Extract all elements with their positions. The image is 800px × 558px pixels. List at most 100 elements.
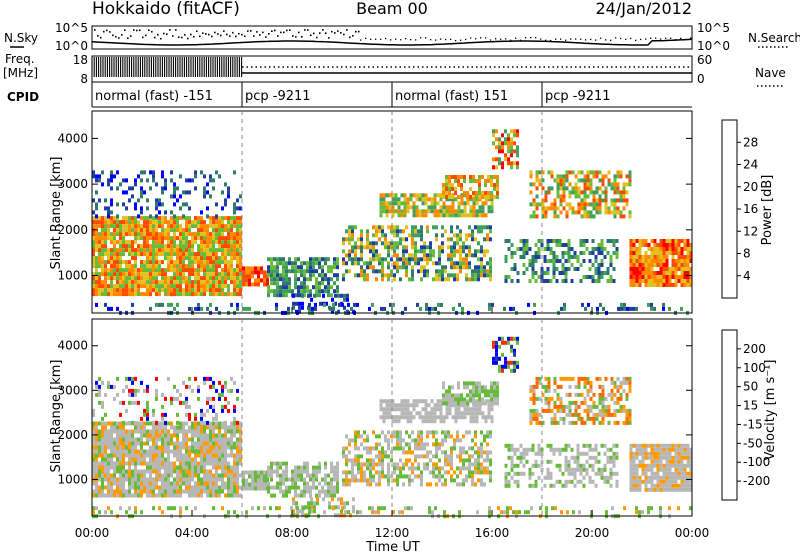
echo-cell <box>209 284 212 289</box>
echo-cell <box>397 419 401 424</box>
echo-cell <box>342 249 345 254</box>
echo-cell <box>613 412 617 417</box>
echo-cell <box>194 457 197 462</box>
echo-cell <box>227 429 230 434</box>
echo-cell <box>409 197 413 202</box>
echo-cell <box>601 416 605 421</box>
echo-cell <box>429 482 432 487</box>
echo-cell <box>598 194 602 199</box>
echo-cell <box>516 161 519 166</box>
echo-cell <box>671 239 675 243</box>
echo-cell <box>565 412 569 417</box>
echo-cell <box>662 283 666 287</box>
echo-cell <box>437 302 440 307</box>
echo-cell <box>406 205 410 210</box>
echo-cell <box>218 232 221 237</box>
echo-cell <box>541 170 545 175</box>
echo-cell <box>445 195 448 199</box>
echo-cell <box>321 485 324 490</box>
echo-cell <box>436 201 440 206</box>
echo-cell <box>532 396 536 401</box>
echo-cell <box>430 415 434 420</box>
echo-cell <box>574 392 578 397</box>
echo-cell <box>206 449 209 454</box>
echo-cell <box>567 267 571 271</box>
echo-cell <box>122 445 125 450</box>
echo-cell <box>212 178 215 183</box>
echo-cell <box>167 449 170 454</box>
echo-cell <box>179 228 182 233</box>
echo-cell <box>179 465 182 470</box>
echo-cell <box>227 260 230 265</box>
echo-cell <box>218 437 221 442</box>
echo-cell <box>119 268 122 273</box>
echo-cell <box>242 470 245 475</box>
echo-cell <box>686 275 690 279</box>
echo-cell <box>236 288 239 293</box>
echo-cell <box>107 252 110 257</box>
echo-cell <box>273 289 276 294</box>
echo-cell <box>406 407 410 412</box>
echo-cell <box>490 183 493 187</box>
echo-cell <box>379 403 383 408</box>
echo-cell <box>537 239 541 243</box>
echo-cell <box>122 400 125 405</box>
echo-cell <box>471 253 474 258</box>
echo-cell <box>128 477 131 482</box>
echo-cell <box>668 243 672 247</box>
echo-cell <box>125 264 128 269</box>
echo-cell <box>134 453 137 458</box>
echo-cell <box>110 449 113 454</box>
echo-cell <box>546 247 550 251</box>
echo-cell <box>167 268 170 273</box>
echo-cell <box>333 265 336 270</box>
echo-cell <box>342 261 345 266</box>
echo-cell <box>307 513 310 518</box>
echo-cell <box>635 275 639 279</box>
echo-cell <box>671 283 675 287</box>
echo-cell <box>233 224 236 229</box>
echo-cell <box>239 272 242 277</box>
echo-cell <box>107 284 110 289</box>
echo-cell <box>251 274 254 279</box>
echo-cell <box>378 470 381 475</box>
echo-cell <box>309 473 312 478</box>
echo-cell <box>125 384 128 389</box>
echo-cell <box>155 284 158 289</box>
echo-cell <box>456 225 459 230</box>
echo-cell <box>448 393 451 398</box>
echo-cell <box>203 236 206 241</box>
echo-cell <box>315 293 318 298</box>
echo-cell <box>656 259 660 263</box>
echo-cell <box>333 261 336 266</box>
echo-cell <box>387 482 390 487</box>
echo-cell <box>475 209 479 214</box>
echo-cell <box>442 195 445 199</box>
echo-cell <box>650 283 654 287</box>
echo-cell <box>263 274 266 279</box>
echo-cell <box>366 277 369 282</box>
echo-cell <box>98 477 101 482</box>
echo-cell <box>146 477 149 482</box>
echo-cell <box>194 240 197 245</box>
echo-cell <box>113 248 116 253</box>
echo-cell <box>613 190 617 195</box>
echo-cell <box>324 289 327 294</box>
echo-cell <box>393 233 396 238</box>
echo-cell <box>318 465 321 470</box>
echo-cell <box>394 403 398 408</box>
echo-cell <box>453 261 456 266</box>
echo-cell <box>519 255 523 259</box>
echo-cell <box>134 292 137 297</box>
echo-cell <box>429 458 432 463</box>
echo-cell <box>595 174 599 179</box>
echo-cell <box>474 273 477 278</box>
echo-cell <box>382 197 386 202</box>
echo-cell <box>107 477 110 482</box>
echo-cell <box>116 449 119 454</box>
echo-cell <box>647 259 651 263</box>
echo-cell <box>116 469 119 474</box>
echo-cell <box>110 264 113 269</box>
echo-cell <box>212 445 215 450</box>
